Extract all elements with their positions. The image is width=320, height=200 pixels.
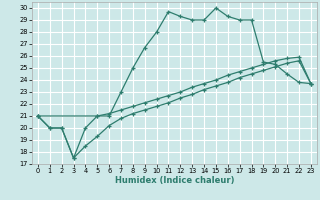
X-axis label: Humidex (Indice chaleur): Humidex (Indice chaleur) <box>115 176 234 185</box>
